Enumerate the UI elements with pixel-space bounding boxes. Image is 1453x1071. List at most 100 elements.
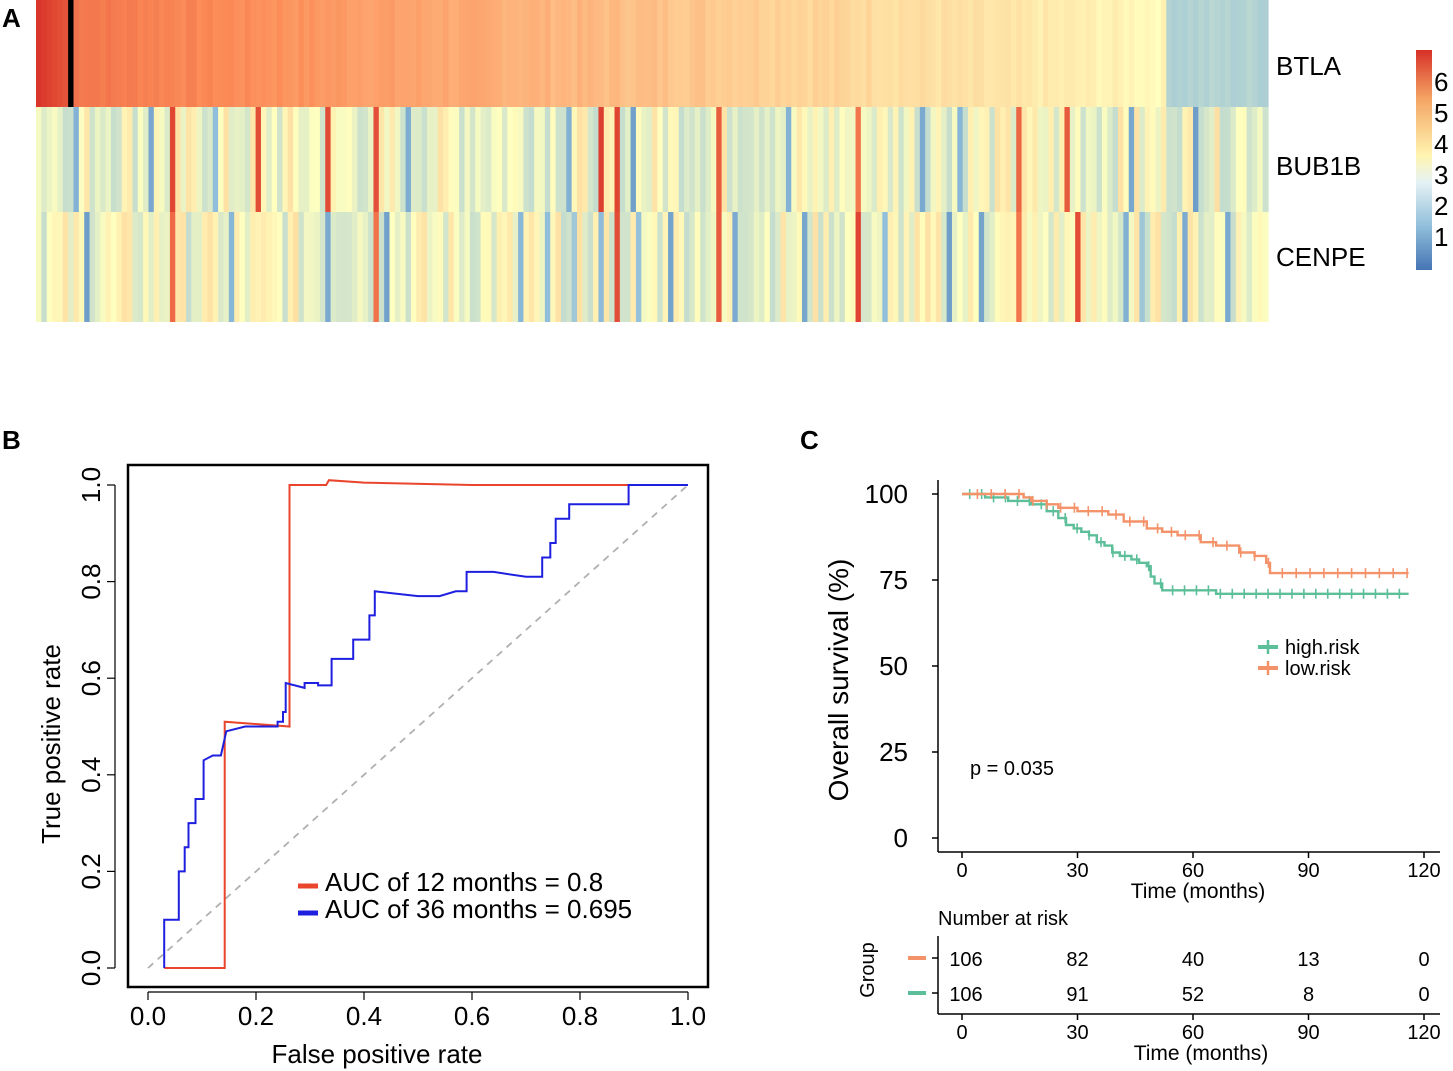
heatmap-cell [614,212,621,322]
heatmap-cell [485,0,492,107]
heatmap-cell [1096,0,1103,107]
heatmap-cell [480,212,487,322]
heatmap-cell [287,0,294,107]
heatmap-cell [828,107,835,212]
heatmap-cell [898,0,905,107]
heatmap-cell [1134,0,1141,107]
heatmap-cell [839,212,846,322]
heatmap-cell [121,212,128,322]
heatmap-cell [84,212,91,322]
heatmap-cell [427,212,433,322]
heatmap-cell [180,0,187,107]
heatmap-cell [148,107,155,212]
roc-curves [147,479,689,969]
heatmap-cell [539,0,546,107]
heatmap-cell [941,0,948,107]
heatmap-cell [834,212,841,322]
heatmap-cell [801,0,808,107]
heatmap-cell [502,0,508,107]
heatmap-cell [475,212,482,322]
heatmap-cell [52,107,59,212]
heatmap-cell [705,107,712,212]
km-y-tick-label: 100 [865,479,908,509]
heatmap-cell [46,0,53,107]
heatmap-cell [330,212,337,322]
heatmap-cell [100,0,107,107]
heatmap-cell [1026,212,1033,322]
heatmap-cell [534,107,541,212]
heatmap-cell [630,0,637,107]
heatmap-cell [373,212,380,322]
heatmap-cell [480,0,487,107]
heatmap-cell [962,212,969,322]
heatmap-cell [625,107,632,212]
heatmap-cell [984,212,991,322]
heatmap-cell [818,107,825,212]
panel-label-b: B [2,425,21,455]
heatmap-cell [512,107,519,212]
heatmap-cell [153,212,160,322]
heatmap-cell [700,107,707,212]
heatmap-cell [282,107,289,212]
heatmap-cell [518,212,525,322]
heatmap-cell [1064,0,1071,107]
heatmap-cell [453,107,460,212]
heatmap-cell [1123,0,1130,107]
heatmap-cell [893,212,899,322]
risk-table-cell: 82 [1066,949,1088,971]
heatmap-cell [555,107,562,212]
heatmap-cell [1246,0,1253,107]
heatmap-cell [1075,212,1082,322]
heatmap-cell [1144,107,1151,212]
heatmap-cell [244,212,251,322]
heatmap-cell [250,107,257,212]
heatmap-cell [169,212,176,322]
heatmap-cell [1209,212,1216,322]
heatmap-cell [293,0,300,107]
heatmap-cell [694,0,701,107]
heatmap-cell [89,212,96,322]
heatmap-cell [159,0,166,107]
heatmap-cell [1000,212,1007,322]
heatmap-cell [1251,0,1258,107]
heatmap-cell [94,0,101,107]
heatmap-cell [946,212,953,322]
heatmap-cell [560,0,567,107]
heatmap-cell [239,107,246,212]
heatmap-cell [528,212,535,322]
roc-plot-frame [126,463,710,989]
heatmap-cell [748,0,755,107]
heatmap-cell [309,0,316,107]
heatmap-cell [962,0,969,107]
heatmap-cell [705,212,712,322]
heatmap-cell [791,212,798,322]
heatmap-cell [1096,212,1103,322]
heatmap-cell [469,0,476,107]
risk-table-x-tick-label: 90 [1297,1022,1319,1044]
risk-table-x-tick-label: 120 [1407,1022,1440,1044]
heatmap-cell [78,0,85,107]
heatmap-cell [898,107,905,212]
heatmap-cell [73,0,80,107]
heatmap-cell [384,0,391,107]
heatmap-cell [866,0,873,107]
heatmap-cell [1241,107,1248,212]
heatmap-cell [925,107,932,212]
heatmap-cell [625,0,632,107]
heatmap-cell [946,0,953,107]
heatmap-cell [935,212,942,322]
heatmap-cell [421,212,428,322]
heatmap-cell [668,212,675,322]
heatmap-cell [405,107,412,212]
heatmap-cell [357,107,364,212]
heatmap-cell [191,107,198,212]
heatmap-cell [453,212,460,322]
heatmap-cell [105,212,112,322]
heatmap-cell [1112,107,1119,212]
heatmap-cell [893,0,899,107]
heatmap-cell [57,0,64,107]
heatmap-cell [989,107,996,212]
roc-y-tick-label: 0.0 [76,950,106,986]
heatmap-cell [373,0,380,107]
heatmap-cell [866,212,873,322]
